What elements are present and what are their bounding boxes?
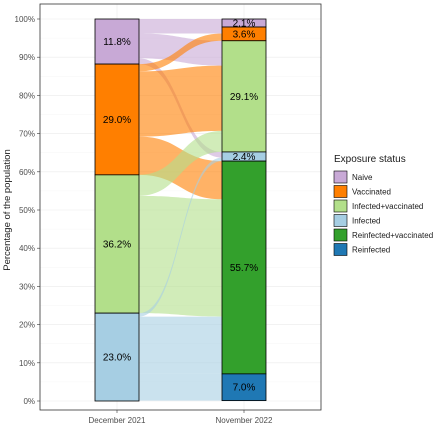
legend-key-reinfected (333, 243, 348, 256)
segment-reinfected-vaccinated (221, 160, 267, 375)
segment-label: 23.0% (103, 353, 131, 364)
segment-infected (94, 312, 140, 402)
legend-items: Naive Vaccinated Infected+vaccinated Infect… (333, 170, 433, 256)
segment-label: 55.7% (230, 263, 258, 274)
legend-label: Infected+vaccinated (352, 202, 423, 211)
y-tick-label: 10% (19, 359, 35, 368)
flow-vaccinated-to-infected-vaccinated (139, 65, 222, 137)
y-tick-label: 0% (23, 397, 35, 406)
segment-infected-vaccinated (221, 40, 267, 153)
segment-label: 29.0% (103, 115, 131, 126)
legend-key-infected-vaccinated (333, 199, 348, 213)
y-axis-label: Percentage of the population (2, 149, 13, 270)
legend-key-infected (333, 214, 348, 227)
legend-label: Reinfected (352, 246, 390, 255)
y-axis: 0% 10% 20% 30% 40% 50% 60% 70% 80% 90% 100% (15, 15, 40, 406)
segment-label: 36.2% (103, 239, 131, 250)
segment-reinfected (221, 373, 267, 402)
flows (139, 19, 222, 401)
flow-infected-to-infected (139, 157, 222, 317)
segment-naive (94, 18, 140, 65)
x-axis: December 2021 November 2022 (89, 410, 273, 425)
segment-label: 2.1% (233, 19, 256, 30)
legend-key-reinfected-vaccinated (333, 228, 348, 242)
segment-label: 11.8% (103, 37, 131, 48)
x-tick-label: December 2021 (89, 416, 146, 425)
segment-label: 3.6% (233, 29, 256, 40)
legend-label: Reinfected+vaccinated (352, 231, 433, 240)
flow-infected-vaccinated-to-infected-vaccinated (139, 130, 222, 196)
legend-label: Infected (352, 217, 380, 226)
y-tick-label: 80% (19, 91, 35, 100)
legend-label: Vaccinated (352, 188, 391, 197)
flow-naive-to-naive (139, 19, 222, 28)
panel-border (39, 3, 322, 411)
y-tick-label: 20% (19, 321, 35, 330)
legend-key-naive (333, 170, 348, 184)
flow-naive-to-vaccinated (139, 27, 222, 34)
y-tick-label: 40% (19, 244, 35, 253)
legend: Exposure status Naive Vaccinated Infected+… (333, 154, 433, 256)
stacks: 11.8% 29.0% 36.2% 23.0% 2.1%3.6% 29.1% 2.4% 55.… (94, 18, 267, 402)
legend-title: Exposure status (334, 154, 406, 165)
y-tick-label: 90% (19, 53, 35, 62)
segment-label: 2.4% (233, 152, 256, 163)
segment-vaccinated (94, 63, 140, 176)
y-tick-label: 60% (19, 168, 35, 177)
flow-infected-vaccinated-to-reinfected-vaccinated (139, 195, 222, 317)
legend-key-vaccinated (333, 185, 348, 198)
y-tick-label: 100% (15, 15, 35, 24)
y-tick-label: 50% (19, 206, 35, 215)
flow-vaccinated-to-vaccinated (139, 33, 222, 72)
x-tick-label: November 2022 (216, 416, 273, 425)
y-tick-label: 30% (19, 282, 35, 291)
segment-label: 7.0% (233, 383, 256, 394)
legend-label: Naive (352, 173, 373, 182)
y-tick-label: 70% (19, 130, 35, 139)
segment-label: 29.1% (230, 92, 258, 103)
flow-infected-to-reinfected (139, 373, 222, 401)
flow-infected-to-reinfected-vaccinated (139, 316, 222, 374)
